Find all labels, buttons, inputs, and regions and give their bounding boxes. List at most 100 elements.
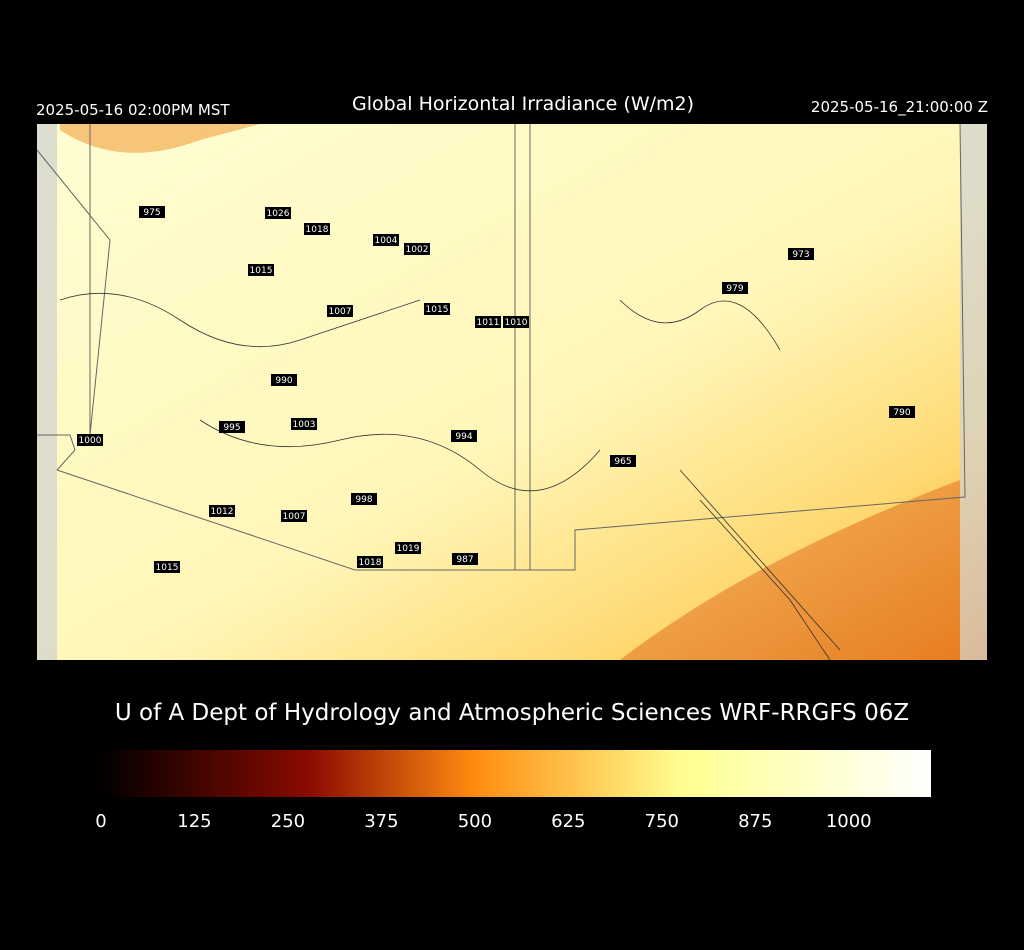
station-value: 973 <box>792 250 809 260</box>
station-value: 1015 <box>426 305 449 315</box>
station-box <box>271 374 297 386</box>
station-box <box>291 418 317 430</box>
low-irradiance <box>60 124 260 153</box>
station: 990 <box>271 374 297 386</box>
station-box <box>722 282 748 294</box>
station-box <box>281 510 307 522</box>
station-box <box>424 303 450 315</box>
station-value: 1011 <box>477 318 500 328</box>
station: 1015 <box>424 303 450 315</box>
colorbar-tick-label: 125 <box>177 811 211 832</box>
station-value: 987 <box>456 555 473 565</box>
station-box <box>304 223 330 235</box>
colorbar-tick-label: 875 <box>738 811 772 832</box>
station-box <box>475 316 501 328</box>
credit: U of A Dept of Hydrology and Atmospheric… <box>115 700 909 726</box>
station-value: 979 <box>726 284 743 294</box>
station-box <box>351 493 377 505</box>
map-edge <box>960 124 987 660</box>
station-value: 994 <box>455 432 472 442</box>
station: 987 <box>452 553 478 565</box>
station-box <box>139 206 165 218</box>
station-value: 1010 <box>505 318 528 328</box>
station-value: 995 <box>223 423 240 433</box>
station: 1026 <box>265 207 291 219</box>
station-value: 1007 <box>329 307 352 317</box>
station-box <box>209 505 235 517</box>
map: 975 1026 1018 1004 1002 1015 1007 1015 1011 1010 9… <box>36 123 987 661</box>
colorbar-tick-label: 375 <box>364 811 398 832</box>
station-value: 790 <box>893 408 910 418</box>
station-value: 1002 <box>406 245 429 255</box>
station-value: 998 <box>355 495 372 505</box>
station-box <box>788 248 814 260</box>
station: 1007 <box>281 510 307 522</box>
colorbar <box>101 750 931 797</box>
station-box <box>373 234 399 246</box>
colorbar-tick-label: 750 <box>645 811 679 832</box>
station-value: 975 <box>143 208 160 218</box>
station: 1000 <box>77 434 103 446</box>
station-box <box>327 305 353 317</box>
station: 994 <box>451 430 477 442</box>
station-box <box>265 207 291 219</box>
station: 975 <box>139 206 165 218</box>
station-box <box>395 542 421 554</box>
station-value: 1015 <box>250 266 273 276</box>
station-value: 1004 <box>375 236 398 246</box>
station-value: 1000 <box>79 436 102 446</box>
colorbar-tick-label: 625 <box>551 811 585 832</box>
station-value: 990 <box>275 376 292 386</box>
station-value: 1018 <box>359 558 382 568</box>
valid-time-utc: 2025-05-16_21:00:00 Z <box>811 98 988 117</box>
station-value: 1026 <box>267 209 290 219</box>
station-value: 1018 <box>306 225 329 235</box>
title: Global Horizontal Irradiance (W/m2) <box>352 93 694 115</box>
station-box <box>404 243 430 255</box>
station-value: 1012 <box>211 507 234 517</box>
station: 1018 <box>357 556 383 568</box>
station: 1015 <box>248 264 274 276</box>
station: 1015 <box>154 561 180 573</box>
station-value: 1003 <box>293 420 316 430</box>
station-value: 1007 <box>283 512 306 522</box>
station: 1018 <box>304 223 330 235</box>
station-value: 965 <box>614 457 631 467</box>
colorbar-tick-label: 1000 <box>826 811 872 832</box>
station: 965 <box>610 455 636 467</box>
station-value: 1019 <box>397 544 420 554</box>
station-box <box>357 556 383 568</box>
station-box <box>452 553 478 565</box>
valid-time-local: 2025-05-16 02:00PM MST <box>36 101 230 119</box>
station: 1012 <box>209 505 235 517</box>
station: 1002 <box>404 243 430 255</box>
colorbar-tick-label: 0 <box>95 811 106 832</box>
station: 1010 <box>503 316 529 328</box>
station: 1011 <box>475 316 501 328</box>
station-value: 1015 <box>156 563 179 573</box>
station-box <box>451 430 477 442</box>
station-box <box>154 561 180 573</box>
station-box <box>503 316 529 328</box>
contours <box>59 292 841 661</box>
station-box <box>219 421 245 433</box>
station-box <box>248 264 274 276</box>
station: 973 <box>788 248 814 260</box>
station: 1003 <box>291 418 317 430</box>
station: 995 <box>219 421 245 433</box>
station: 1007 <box>327 305 353 317</box>
station-box <box>889 406 915 418</box>
station: 1019 <box>395 542 421 554</box>
station: 979 <box>722 282 748 294</box>
colorbar-tick-label: 500 <box>458 811 492 832</box>
station: 790 <box>889 406 915 418</box>
boundaries <box>36 123 966 571</box>
station-box <box>77 434 103 446</box>
station: 998 <box>351 493 377 505</box>
station: 1004 <box>373 234 399 246</box>
station-box <box>610 455 636 467</box>
colorbar-tick-label: 250 <box>271 811 305 832</box>
low-irradiance <box>620 480 960 660</box>
map-edge <box>37 124 57 660</box>
